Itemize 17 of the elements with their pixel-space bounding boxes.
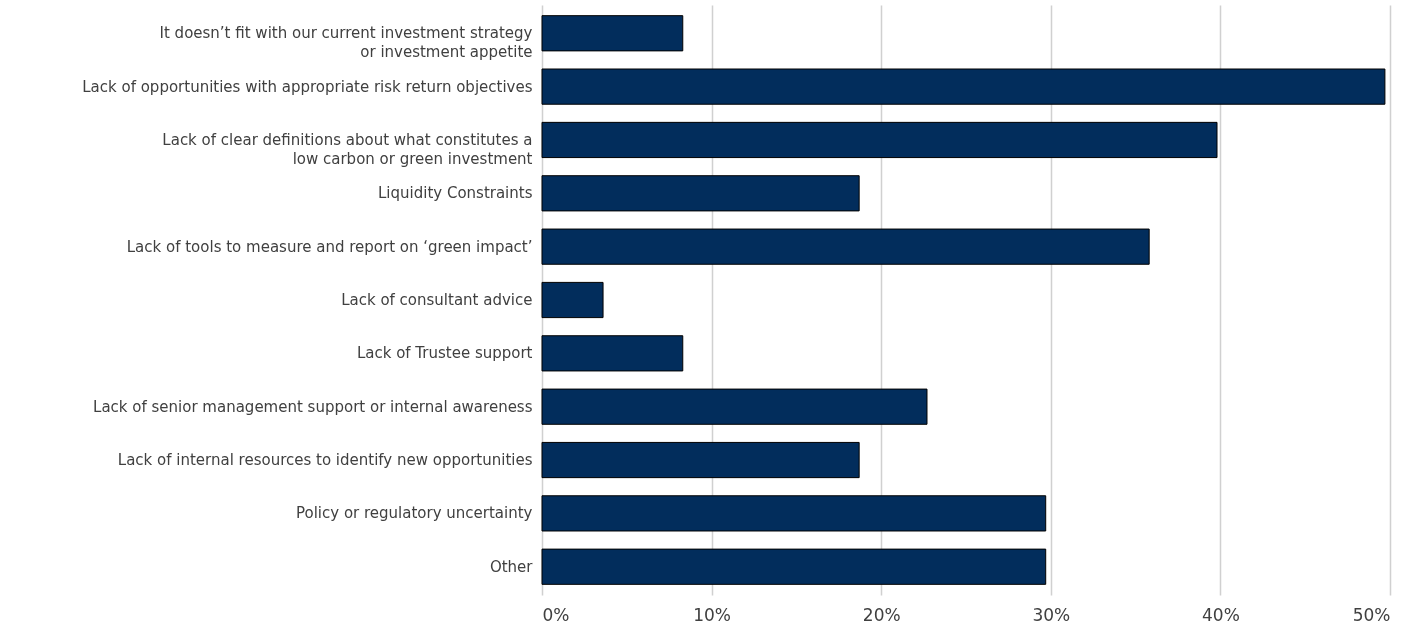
y-tick-label: Liquidity Constraints	[377, 184, 533, 203]
x-tick-label: 10%	[693, 604, 731, 625]
y-tick-label: Lack of clear definitions about what constitutes a low carbon or green investment	[162, 130, 533, 168]
x-tick-label: 0%	[542, 604, 570, 625]
x-tick-label: 40%	[1202, 604, 1240, 625]
y-tick-label: Lack of tools to measure and report on ‘green impact’	[126, 237, 533, 256]
x-tick-label: 30%	[1032, 604, 1071, 625]
y-tick-label: It doesn’t fit with our current investment strategy or investment appetite	[159, 24, 533, 62]
y-tick-label: Policy or regulatory uncertainty	[295, 504, 533, 523]
y-tick-label: Lack of opportunities with appropriate risk return objectives	[82, 77, 533, 96]
y-tick-label: Lack of Trustee support	[356, 344, 533, 363]
y-tick-label: Lack of consultant advice	[341, 291, 533, 309]
x-tick-label: 20%	[862, 604, 901, 625]
y-tick-label: Other	[489, 557, 534, 576]
y-tick-label: Lack of senior management support or internal awareness	[93, 397, 533, 416]
x-tick-label: 50%	[1352, 604, 1391, 625]
y-tick-label: Lack of internal resources to identify new opportunities	[117, 451, 533, 470]
